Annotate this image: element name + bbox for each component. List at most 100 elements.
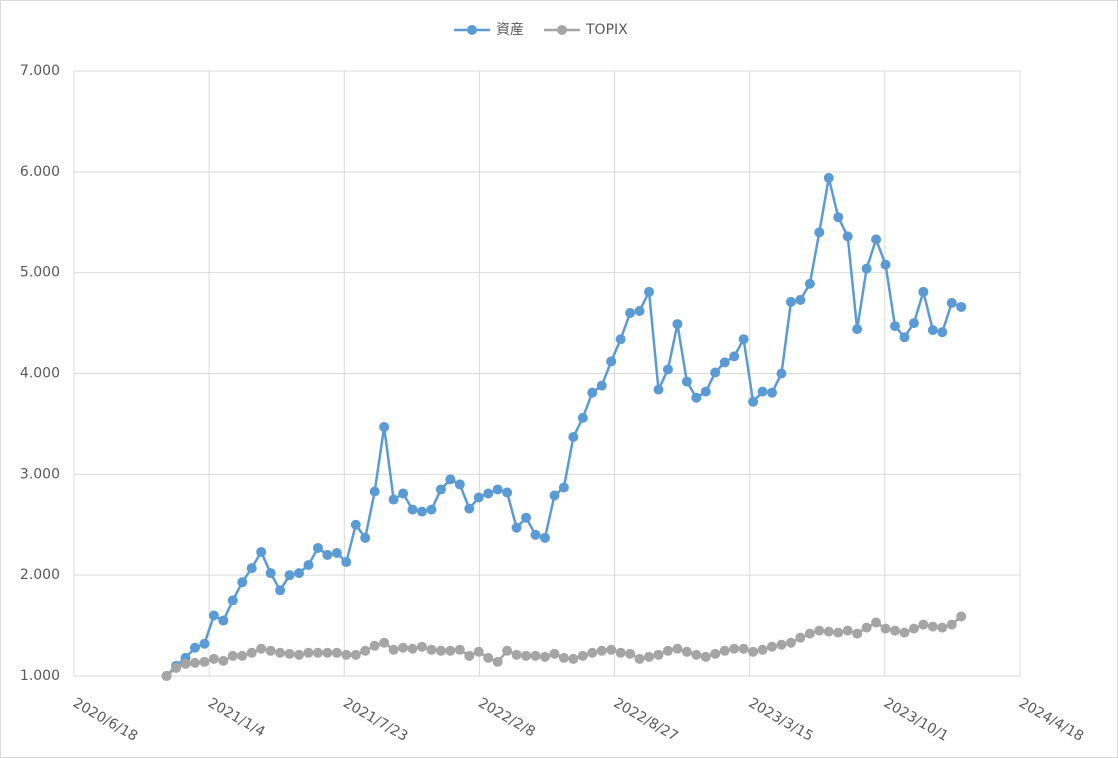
data-point	[341, 649, 352, 660]
data-point	[880, 623, 891, 634]
data-point	[785, 637, 796, 648]
data-point	[161, 671, 172, 681]
data-point	[956, 301, 967, 312]
data-point	[265, 645, 276, 656]
data-point	[634, 305, 645, 316]
data-point	[407, 504, 418, 515]
data-point	[189, 642, 200, 653]
data-point	[256, 643, 267, 654]
data-point	[577, 650, 588, 661]
data-point	[426, 644, 437, 655]
data-point	[823, 626, 834, 637]
data-point	[908, 623, 919, 634]
data-point	[833, 627, 844, 638]
data-point	[889, 625, 900, 636]
data-point	[237, 577, 248, 588]
data-point	[521, 512, 532, 523]
data-point	[464, 650, 475, 661]
data-point	[407, 643, 418, 654]
data-point	[360, 645, 371, 656]
data-point	[416, 506, 427, 517]
data-point	[729, 643, 740, 654]
data-point	[804, 278, 815, 289]
data-point	[738, 334, 749, 345]
data-point	[937, 327, 948, 338]
y-tick-label: 3.000	[20, 466, 60, 482]
data-point	[871, 617, 882, 628]
data-point	[899, 332, 910, 343]
data-point	[937, 622, 948, 633]
data-point	[625, 648, 636, 659]
data-point	[303, 647, 314, 658]
data-point	[341, 557, 352, 568]
data-point	[502, 487, 513, 498]
data-point	[208, 610, 219, 621]
data-point	[398, 642, 409, 653]
data-point	[691, 392, 702, 403]
data-point	[634, 653, 645, 664]
data-point	[246, 563, 257, 574]
legend-label: TOPIX	[585, 22, 628, 38]
data-point	[189, 657, 200, 668]
data-point	[719, 645, 730, 656]
data-point	[606, 356, 617, 367]
data-point	[927, 325, 938, 336]
data-point	[322, 550, 333, 560]
data-point	[596, 380, 607, 391]
data-point	[729, 351, 740, 362]
data-point	[662, 364, 673, 375]
data-point	[350, 649, 361, 660]
data-point	[445, 645, 456, 656]
data-point	[927, 621, 938, 632]
data-point	[625, 308, 636, 318]
data-point	[596, 645, 607, 656]
data-point	[606, 644, 617, 655]
data-point	[388, 644, 399, 655]
data-point	[483, 488, 494, 499]
data-point	[700, 386, 711, 397]
data-point	[738, 643, 749, 654]
data-point	[294, 649, 305, 660]
data-point	[871, 234, 882, 245]
y-tick-label: 1.000	[20, 668, 60, 684]
data-point	[814, 625, 825, 636]
data-point	[681, 646, 692, 657]
data-point	[861, 263, 872, 274]
data-point	[946, 297, 957, 308]
data-point	[748, 396, 759, 407]
data-point	[265, 568, 276, 579]
data-point	[464, 503, 475, 514]
data-point	[767, 387, 778, 398]
data-point	[568, 653, 579, 664]
data-point	[208, 653, 219, 664]
data-point	[681, 376, 692, 387]
data-point	[246, 647, 257, 658]
data-point	[284, 570, 295, 581]
data-point	[303, 560, 314, 571]
data-point	[511, 649, 522, 660]
data-point	[908, 318, 919, 329]
data-point	[454, 479, 465, 490]
y-tick-label: 5.000	[20, 265, 60, 281]
data-point	[360, 532, 371, 543]
data-point	[416, 641, 427, 652]
data-point	[369, 486, 380, 497]
data-point	[331, 647, 342, 658]
data-point	[473, 492, 484, 503]
data-point	[218, 655, 229, 666]
legend-marker	[467, 25, 477, 35]
data-point	[644, 651, 655, 662]
data-point	[530, 529, 541, 540]
data-point	[435, 645, 446, 656]
data-point	[275, 647, 286, 658]
data-point	[785, 296, 796, 307]
data-point	[691, 649, 702, 660]
data-point	[653, 649, 664, 660]
data-point	[350, 519, 361, 530]
data-point	[852, 324, 863, 335]
y-tick-label: 4.000	[20, 366, 60, 382]
data-point	[615, 647, 626, 658]
data-point	[275, 585, 286, 596]
